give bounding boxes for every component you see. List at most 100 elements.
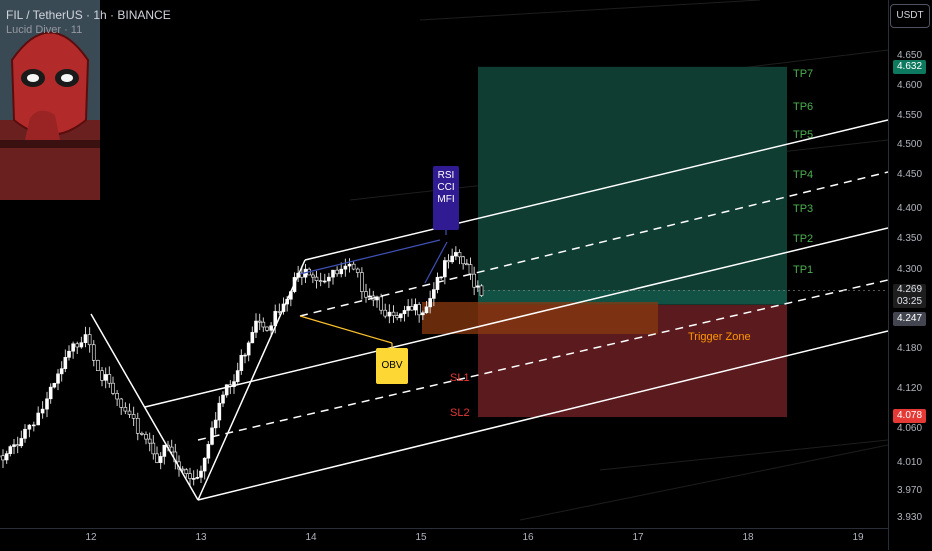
candle-body [251, 332, 254, 342]
candle-body [429, 298, 432, 306]
candle-body [32, 425, 35, 426]
sl-label-2: SL2 [450, 407, 470, 419]
candle-body [53, 383, 56, 387]
candle-body [465, 264, 468, 265]
time-tick: 12 [85, 532, 96, 543]
candle-body [64, 357, 67, 368]
candle-body [185, 470, 188, 474]
zigzag-leg-2 [198, 260, 305, 500]
candle-body [72, 344, 75, 351]
candle-body [156, 454, 159, 463]
rsi-label: RSI [433, 170, 459, 182]
candle-body [399, 314, 402, 318]
candle-body [76, 344, 79, 347]
candle-body [203, 458, 206, 471]
candle-body [218, 403, 221, 420]
candle-body [473, 274, 476, 287]
obv-box: OBV [376, 348, 408, 384]
entry-band [478, 290, 787, 304]
candle-body [132, 414, 135, 418]
candle-body [365, 292, 368, 298]
candle-body [60, 369, 63, 374]
candle-body [192, 478, 195, 479]
price-tick: 4.500 [897, 139, 922, 150]
candle-body [319, 281, 322, 282]
candle-body [108, 374, 111, 383]
price-tick: 4.650 [897, 50, 922, 61]
candle-body [469, 265, 472, 275]
candle-body [145, 434, 148, 439]
candle-body [101, 371, 104, 381]
candle-body [247, 343, 250, 355]
cci-label: CCI [433, 182, 459, 194]
candle-body [37, 413, 40, 425]
current-price: 4.269 [893, 284, 926, 296]
indicator-label[interactable]: Lucid Diver · 11 [6, 24, 82, 36]
bar-countdown: 03:25 [893, 296, 926, 308]
candle-body [84, 335, 87, 343]
candle-body [96, 360, 99, 370]
price-chart[interactable] [0, 0, 888, 528]
entry-price-tag: 4.247 [893, 312, 926, 326]
candle-body [352, 264, 355, 269]
candle-body [258, 321, 261, 322]
time-tick: 14 [305, 532, 316, 543]
time-tick: 19 [852, 532, 863, 543]
price-tick: 4.550 [897, 110, 922, 121]
candle-body [407, 306, 410, 310]
candle-body [225, 385, 228, 395]
tp-label-3: TP3 [793, 203, 813, 215]
currency-button[interactable]: USDT [890, 4, 930, 28]
time-axis[interactable] [0, 528, 888, 551]
candle-body [336, 270, 339, 274]
candle-body [414, 304, 417, 310]
candle-body [344, 266, 347, 269]
tp-label-1: TP1 [793, 264, 813, 276]
price-tick: 3.970 [897, 485, 922, 496]
candle-body [255, 321, 258, 332]
candle-body [311, 275, 314, 277]
candle-body [163, 445, 166, 456]
candle-body [112, 383, 115, 393]
candle-body [104, 374, 107, 380]
price-tick: 4.400 [897, 203, 922, 214]
candle-body [376, 297, 379, 300]
faint-trend-line [520, 445, 888, 520]
candle-body [57, 374, 60, 383]
trigger-zone-label: Trigger Zone [688, 331, 751, 343]
candle-body [447, 261, 450, 262]
candle-body [421, 313, 424, 315]
candle-body [476, 286, 479, 287]
candle-body [360, 273, 363, 292]
tp-label-6: TP6 [793, 101, 813, 113]
zigzag-leg-1 [91, 314, 198, 500]
candle-body [9, 447, 12, 454]
candle-body [266, 327, 269, 330]
candle-body [410, 306, 413, 310]
symbol-title[interactable]: FIL / TetherUS · 1h · BINANCE [6, 8, 171, 22]
faint-trend-line [600, 440, 888, 470]
candle-body [200, 471, 203, 477]
price-tick: 3.930 [897, 512, 922, 523]
candle-body [196, 477, 199, 478]
candle-body [451, 256, 454, 262]
candle-body [384, 310, 387, 316]
candle-body [124, 407, 127, 411]
obv-divergence-line [300, 316, 392, 343]
price-tick: 4.450 [897, 169, 922, 180]
sl-label-1: SL1 [450, 372, 470, 384]
tp-price-tag: 4.632 [893, 60, 926, 74]
candle-body [262, 322, 265, 327]
tp-label-5: TP5 [793, 129, 813, 141]
candle-body [436, 277, 439, 289]
candle-body [92, 345, 95, 361]
candle-body [454, 252, 457, 256]
mfi-label: MFI [433, 194, 459, 206]
faint-trend-line [420, 0, 760, 20]
tp-label-7: TP7 [793, 68, 813, 80]
sl-price-tag: 4.078 [893, 409, 926, 423]
current-price-tag: 4.269 03:25 [893, 284, 926, 308]
candle-body [418, 304, 421, 314]
candle-body [240, 355, 243, 370]
